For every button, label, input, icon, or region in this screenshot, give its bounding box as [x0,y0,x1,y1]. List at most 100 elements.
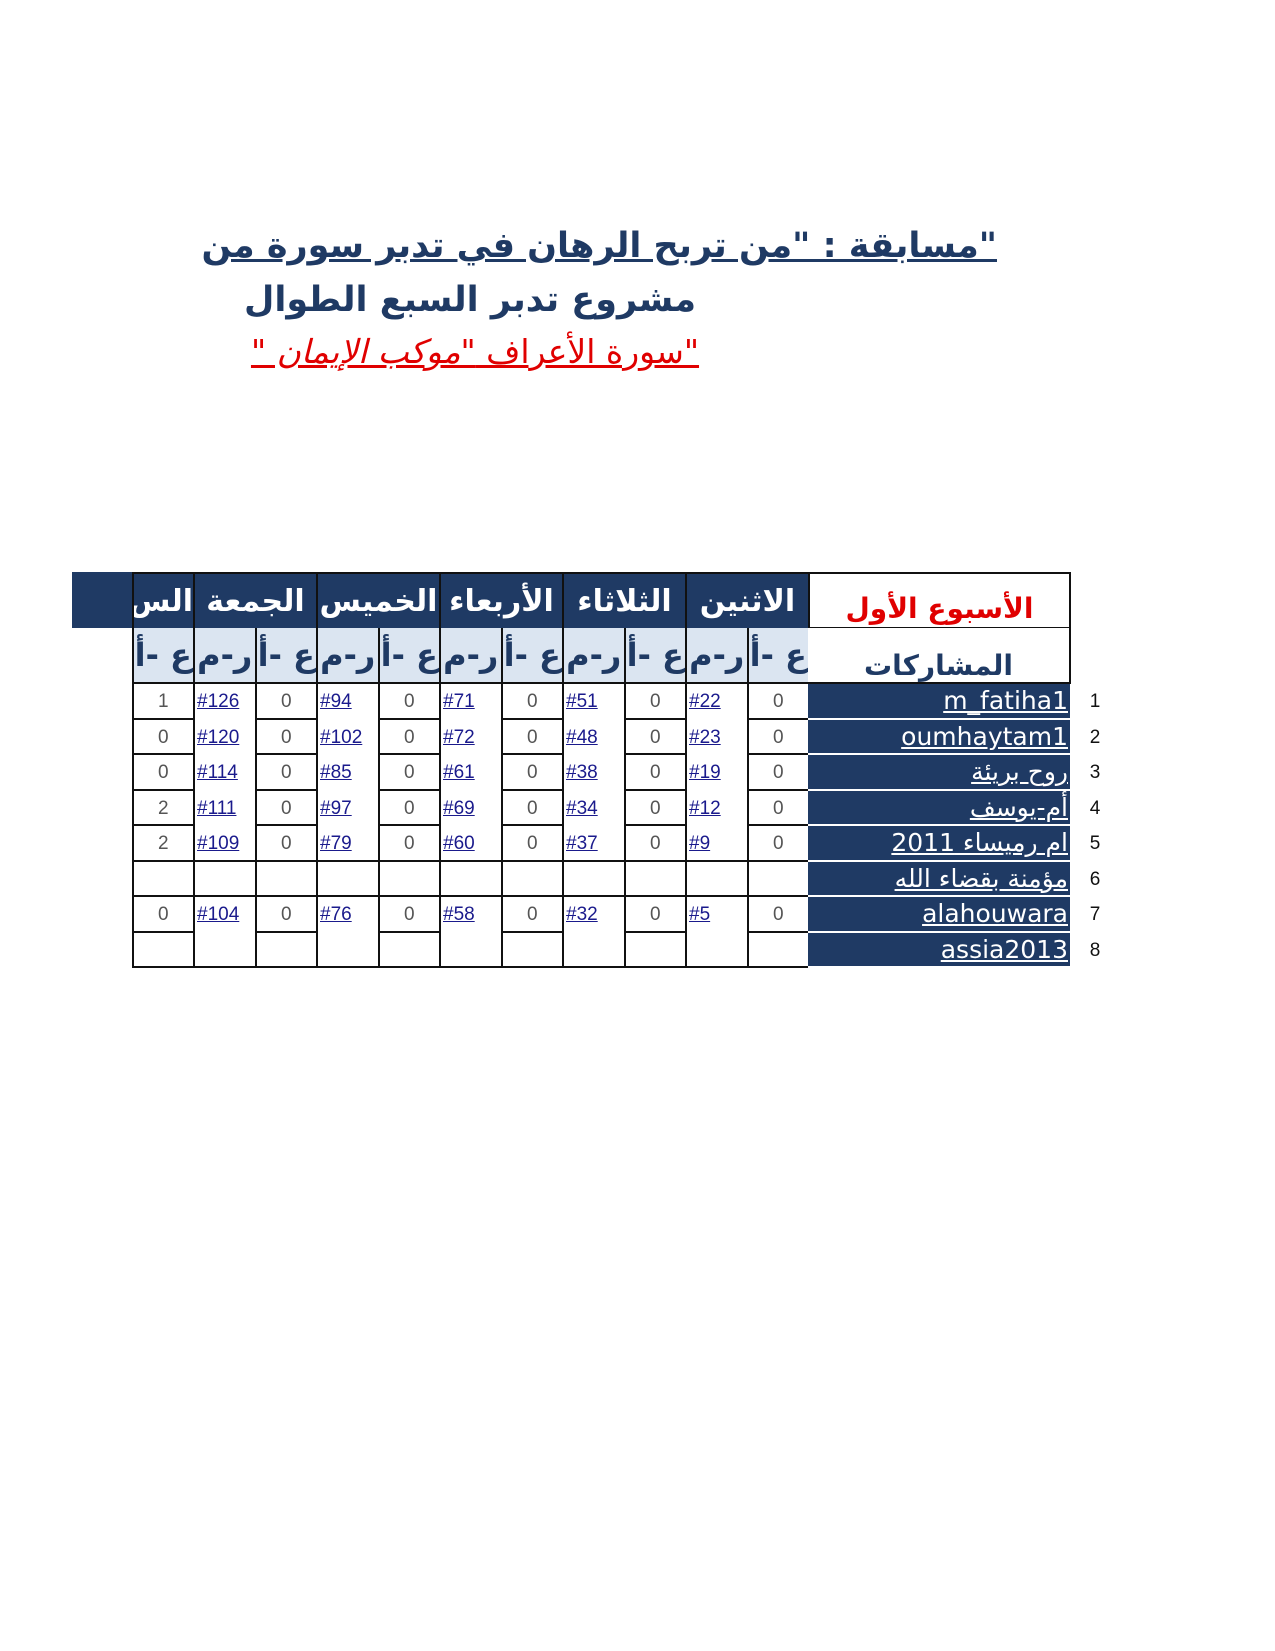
link-column-header: ر-م [562,628,624,684]
post-link[interactable]: #12 [685,790,747,826]
post-link[interactable]: #23 [685,719,747,755]
score-cell: 0 [623,897,685,933]
empty-cell [685,932,747,968]
score-cell: 0 [377,790,439,826]
day-header: الخميس [316,572,439,628]
row-number: 4 [1089,797,1101,819]
post-link[interactable]: #114 [193,755,255,791]
post-link[interactable]: #60 [439,826,501,862]
surah-subtitle: "موكب الإيمان " [250,332,476,371]
post-link[interactable]: #32 [562,897,624,933]
post-link[interactable]: #48 [562,719,624,755]
post-link[interactable]: #61 [439,755,501,791]
score-cell: 0 [377,826,439,862]
score-cell: 0 [377,719,439,755]
empty-cell [193,861,255,897]
score-cell: 0 [623,719,685,755]
participant-name[interactable]: assia2013 [808,932,1070,968]
post-link[interactable]: #51 [562,684,624,720]
score-cell [131,861,193,897]
post-link[interactable]: #126 [193,684,255,720]
post-link[interactable]: #120 [193,719,255,755]
day-header: الاثنين [685,572,808,628]
participant-name[interactable]: oumhaytam1 [808,719,1070,755]
link-column-header: ر-م [439,628,501,684]
score-cell: 0 [623,826,685,862]
participant-name[interactable]: روح بريئة [808,755,1070,791]
score-column-header: ع -أ [623,628,685,684]
row-number: 6 [1089,868,1101,890]
header-bar-overflow [72,572,132,628]
post-link[interactable]: #9 [685,826,747,862]
post-link[interactable]: #79 [316,826,378,862]
participants-header: المشاركات [808,628,1071,684]
surah-name: "سورة الأعراف [475,332,700,371]
post-link[interactable]: #34 [562,790,624,826]
week-label: الأسبوع الأول [808,572,1071,628]
post-link[interactable]: #102 [316,719,378,755]
score-cell [746,861,808,897]
score-cell: 0 [746,826,808,862]
score-cell: 0 [254,719,316,755]
day-header: الثلاثاء [562,572,685,628]
score-cell: 0 [254,826,316,862]
post-link[interactable]: #85 [316,755,378,791]
score-cell: 0 [377,755,439,791]
score-column-header: ع -أ [377,628,439,684]
score-cell [623,932,685,968]
post-link[interactable]: #58 [439,897,501,933]
score-cell: 1 [131,684,193,720]
row-number: 7 [1089,904,1101,925]
participant-name[interactable]: ام رميساء 2011 [808,826,1070,862]
post-link[interactable]: #69 [439,790,501,826]
post-link[interactable]: #111 [193,790,255,826]
post-link[interactable]: #38 [562,755,624,791]
score-cell: 0 [623,790,685,826]
score-column-header: ع -أ [131,628,193,684]
post-link[interactable]: #97 [316,790,378,826]
empty-cell [193,932,255,968]
link-column-header: ر-م [193,628,255,684]
empty-cell [316,932,378,968]
score-cell: 0 [254,790,316,826]
score-cell: 0 [254,755,316,791]
post-link[interactable]: #22 [685,684,747,720]
participant-name[interactable]: أم-يوسف [808,790,1070,826]
score-cell [500,932,562,968]
post-link[interactable]: #76 [316,897,378,933]
participant-name[interactable]: m_fatiha1 [808,684,1070,720]
score-cell [377,861,439,897]
empty-cell [685,861,747,897]
post-link[interactable]: #5 [685,897,747,933]
empty-cell [562,932,624,968]
score-cell [746,932,808,968]
link-column-header: ر-م [685,628,747,684]
title-line-1: "مسابقة : "من تربح الرهان في تدبر سورة م… [201,226,997,266]
empty-cell [316,861,378,897]
score-cell: 0 [746,755,808,791]
score-cell: 0 [623,684,685,720]
row-number: 8 [1089,939,1101,961]
post-link[interactable]: #72 [439,719,501,755]
score-column-header: ع -أ [746,628,808,684]
day-header: الس [131,572,193,628]
link-column-header: ر-م [316,628,378,684]
post-link[interactable]: #19 [685,755,747,791]
post-link[interactable]: #109 [193,826,255,862]
score-cell: 2 [131,790,193,826]
score-cell [500,861,562,897]
score-cell [377,932,439,968]
post-link[interactable]: #94 [316,684,378,720]
title-line-2: مشروع تدبر السبع الطوال [243,280,697,320]
post-link[interactable]: #104 [193,897,255,933]
score-cell [623,861,685,897]
empty-cell [562,861,624,897]
row-number: 2 [1089,726,1101,748]
post-link[interactable]: #71 [439,684,501,720]
title-line-3: "سورة الأعراف "موكب الإيمان " [200,332,750,371]
score-cell: 0 [500,719,562,755]
post-link[interactable]: #37 [562,826,624,862]
participant-name[interactable]: مؤمنة بقضاء الله [808,861,1070,897]
score-cell: 0 [746,719,808,755]
participant-name[interactable]: alahouwara [808,897,1070,933]
